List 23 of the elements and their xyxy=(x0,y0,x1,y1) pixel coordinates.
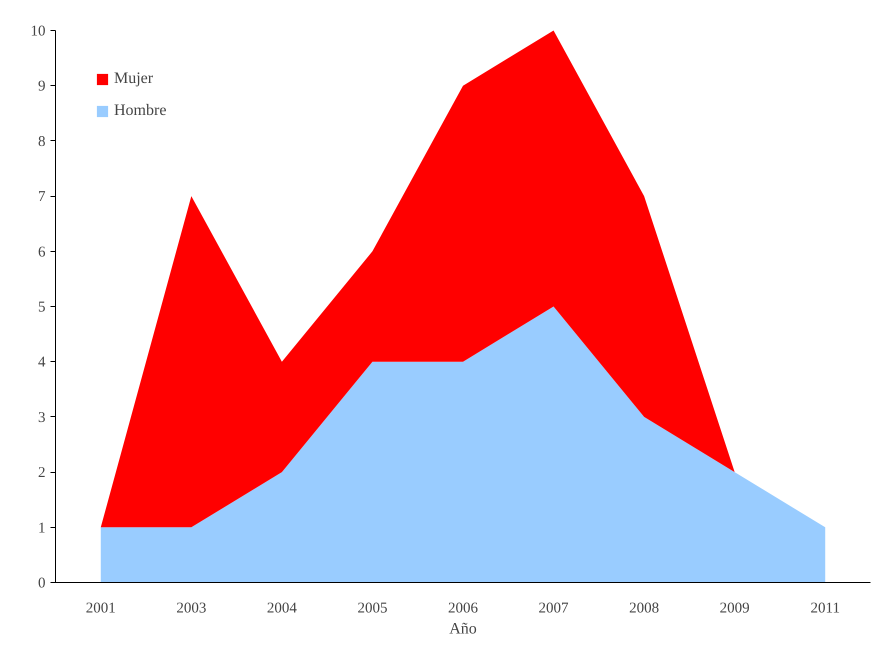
x-tick-label: 2006 xyxy=(448,600,478,616)
y-tick-label: 9 xyxy=(38,78,46,95)
x-axis-title: Año xyxy=(449,620,477,638)
x-tick-label: 2008 xyxy=(629,600,660,616)
y-tick-label: 4 xyxy=(38,354,46,371)
y-tick-label: 10 xyxy=(30,24,46,40)
y-tick-label: 5 xyxy=(38,300,46,316)
x-tick-label: 2001 xyxy=(86,600,116,616)
y-tick-label: 1 xyxy=(38,520,46,536)
y-tick-label: 3 xyxy=(38,410,46,426)
x-tick-label: 2004 xyxy=(266,600,298,616)
y-tick-label: 6 xyxy=(38,244,46,260)
y-tick-label: 0 xyxy=(38,576,46,592)
x-tick-label: 2009 xyxy=(720,600,750,616)
x-tick-label: 2003 xyxy=(176,600,206,616)
x-tick-label: 2007 xyxy=(538,600,570,616)
y-tick-label: 2 xyxy=(38,465,46,482)
legend-label: Hombre xyxy=(114,102,166,120)
y-tick-label: 8 xyxy=(38,134,46,150)
legend-label: Mujer xyxy=(114,70,154,88)
x-tick-label: 2011 xyxy=(810,600,840,616)
y-tick-label: 7 xyxy=(38,189,46,206)
x-tick-label: 2005 xyxy=(357,600,388,616)
